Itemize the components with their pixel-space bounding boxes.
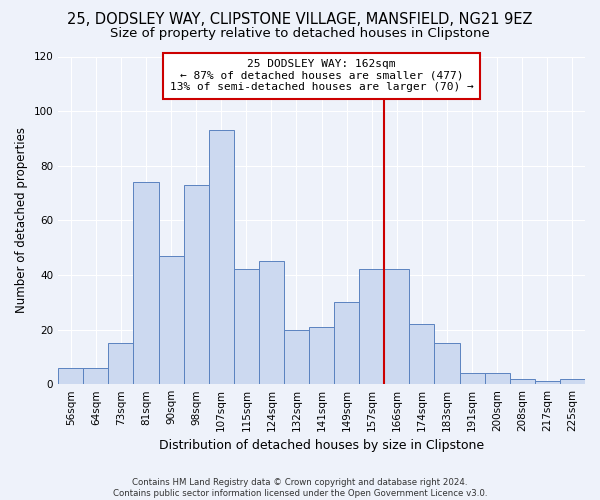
Bar	[184, 185, 209, 384]
Bar	[83, 368, 109, 384]
Bar	[133, 182, 158, 384]
Text: Contains HM Land Registry data © Crown copyright and database right 2024.
Contai: Contains HM Land Registry data © Crown c…	[113, 478, 487, 498]
Bar	[234, 270, 259, 384]
Bar	[309, 327, 334, 384]
Bar	[409, 324, 434, 384]
Bar	[485, 374, 510, 384]
X-axis label: Distribution of detached houses by size in Clipstone: Distribution of detached houses by size …	[159, 440, 484, 452]
Bar	[158, 256, 184, 384]
Text: Size of property relative to detached houses in Clipstone: Size of property relative to detached ho…	[110, 28, 490, 40]
Bar	[434, 343, 460, 384]
Bar	[58, 368, 83, 384]
Bar	[209, 130, 234, 384]
Bar	[284, 330, 309, 384]
Y-axis label: Number of detached properties: Number of detached properties	[15, 128, 28, 314]
Bar	[560, 378, 585, 384]
Bar	[535, 382, 560, 384]
Text: 25, DODSLEY WAY, CLIPSTONE VILLAGE, MANSFIELD, NG21 9EZ: 25, DODSLEY WAY, CLIPSTONE VILLAGE, MANS…	[67, 12, 533, 28]
Bar	[259, 262, 284, 384]
Bar	[359, 270, 385, 384]
Bar	[385, 270, 409, 384]
Text: 25 DODSLEY WAY: 162sqm
← 87% of detached houses are smaller (477)
13% of semi-de: 25 DODSLEY WAY: 162sqm ← 87% of detached…	[170, 59, 473, 92]
Bar	[510, 378, 535, 384]
Bar	[460, 374, 485, 384]
Bar	[334, 302, 359, 384]
Bar	[109, 343, 133, 384]
